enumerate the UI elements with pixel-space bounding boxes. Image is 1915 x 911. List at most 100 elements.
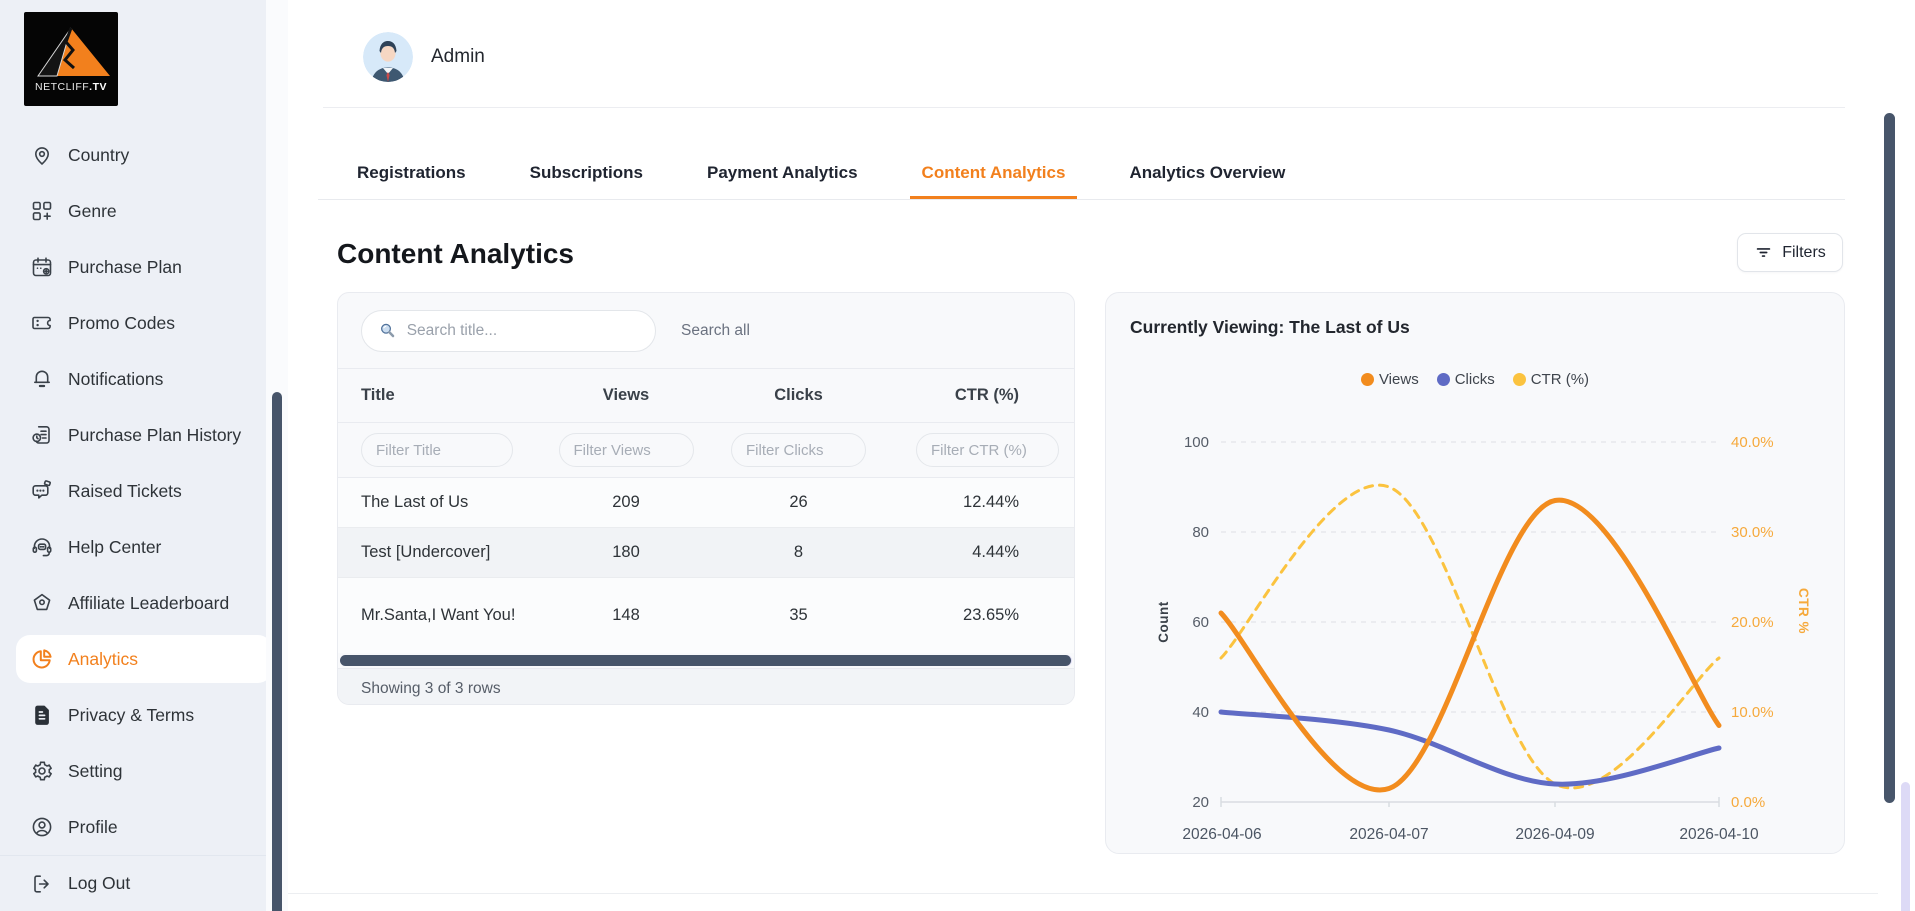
map-pin-icon xyxy=(30,143,54,167)
right-axis-tick: 20.0% xyxy=(1731,614,1774,631)
sidebar-item-label: Purchase Plan xyxy=(68,257,182,278)
sidebar-item-label: Log Out xyxy=(68,873,130,894)
sidebar-item-raised-tickets[interactable]: Raised Tickets xyxy=(0,463,288,519)
x-axis-label: 2026-04-07 xyxy=(1349,826,1428,843)
cell-clicks: 26 xyxy=(706,493,891,512)
column-header-title: Title xyxy=(361,386,546,405)
cell-views: 180 xyxy=(546,543,706,562)
row-count-status: Showing 3 of 3 rows xyxy=(361,680,501,698)
left-axis-tick: 80 xyxy=(1192,524,1209,541)
dual-axis-line-chart: 20 40 60 80 100 0.0% 10.0% 20.0% 30.0% 4… xyxy=(1106,293,1845,854)
sidebar-item-label: Purchase Plan History xyxy=(68,425,241,446)
right-axis-tick: 0.0% xyxy=(1731,794,1765,811)
sidebar-item-profile[interactable]: Profile xyxy=(0,799,288,855)
app-root: NETCLIFF.TV Country Genre Purchase Plan … xyxy=(0,0,1915,911)
right-axis-tick: 40.0% xyxy=(1731,434,1774,451)
filter-views-input[interactable] xyxy=(559,433,694,467)
sidebar-item-country[interactable]: Country xyxy=(0,127,288,183)
tab-registrations[interactable]: Registrations xyxy=(345,150,478,199)
search-pill xyxy=(361,310,656,352)
profile-icon xyxy=(30,815,54,839)
cell-clicks: 35 xyxy=(706,606,891,625)
sidebar-item-analytics[interactable]: Analytics xyxy=(16,635,272,683)
sidebar-item-help-center[interactable]: Help Center xyxy=(0,519,288,575)
table-horizontal-scrollbar-track xyxy=(340,655,1072,666)
svg-text:NETCLIFF.TV: NETCLIFF.TV xyxy=(35,81,107,93)
table-row[interactable]: Test [Undercover] 180 8 4.44% xyxy=(338,528,1074,578)
sidebar-item-label: Help Center xyxy=(68,537,161,558)
sidebar-item-label: Notifications xyxy=(68,369,163,390)
sidebar-item-notifications[interactable]: Notifications xyxy=(0,351,288,407)
right-axis-tick: 30.0% xyxy=(1731,524,1774,541)
header-divider xyxy=(323,107,1845,108)
cell-ctr: 4.44% xyxy=(891,543,1019,562)
column-header-views: Views xyxy=(546,386,706,405)
sidebar-item-setting[interactable]: Setting xyxy=(0,743,288,799)
sidebar-menu: Country Genre Purchase Plan Promo Codes … xyxy=(0,127,288,911)
filter-title-input[interactable] xyxy=(361,433,513,467)
right-axis-title: CTR % xyxy=(1796,588,1811,634)
x-axis-label: 2026-04-09 xyxy=(1515,826,1594,843)
filter-icon xyxy=(1754,243,1773,262)
sidebar-item-purchase-plan-history[interactable]: Purchase Plan History xyxy=(0,407,288,463)
right-axis-tick: 10.0% xyxy=(1731,704,1774,721)
admin-profile-chip[interactable]: Admin xyxy=(363,32,485,82)
window-vertical-scrollbar[interactable] xyxy=(1901,782,1910,911)
sidebar-item-privacy-terms[interactable]: Privacy & Terms xyxy=(0,687,288,743)
sidebar-item-label: Setting xyxy=(68,761,122,782)
search-input[interactable] xyxy=(407,322,641,340)
table-horizontal-scrollbar[interactable] xyxy=(340,655,1071,666)
sidebar-item-label: Affiliate Leaderboard xyxy=(68,593,229,614)
brand-tld: .TV xyxy=(89,81,107,93)
leaderboard-icon xyxy=(30,591,54,615)
netcliff-logo: NETCLIFF.TV xyxy=(24,12,118,106)
cell-views: 148 xyxy=(546,606,706,625)
cell-title: The Last of Us xyxy=(361,491,546,513)
cell-ctr: 23.65% xyxy=(891,606,1019,625)
admin-name: Admin xyxy=(431,46,485,68)
x-axis-label: 2026-04-06 xyxy=(1182,826,1261,843)
filters-button[interactable]: Filters xyxy=(1737,233,1843,272)
tab-payment-analytics[interactable]: Payment Analytics xyxy=(695,150,870,199)
sidebar-item-affiliate-leaderboard[interactable]: Affiliate Leaderboard xyxy=(0,575,288,631)
sidebar-item-log-out[interactable]: Log Out xyxy=(0,855,288,911)
main-vertical-scrollbar[interactable] xyxy=(1884,113,1895,803)
mountain-logo-icon: NETCLIFF.TV xyxy=(24,12,118,106)
filter-clicks-input[interactable] xyxy=(731,433,866,467)
table-row[interactable]: The Last of Us 209 26 12.44% xyxy=(338,478,1074,528)
search-all-toggle[interactable]: Search all xyxy=(681,322,750,340)
avatar xyxy=(363,32,413,82)
sidebar-item-label: Profile xyxy=(68,817,118,838)
left-axis-tick: 100 xyxy=(1184,434,1209,451)
sidebar-item-genre[interactable]: Genre xyxy=(0,183,288,239)
left-axis-tick: 20 xyxy=(1192,794,1209,811)
sidebar: NETCLIFF.TV Country Genre Purchase Plan … xyxy=(0,0,288,911)
sidebar-item-purchase-plan[interactable]: Purchase Plan xyxy=(0,239,288,295)
logout-icon xyxy=(30,872,54,896)
sidebar-item-label: Country xyxy=(68,145,129,166)
content-analytics-table-card: Search all Title Views Clicks CTR (%) Th… xyxy=(337,292,1075,705)
sidebar-item-label: Promo Codes xyxy=(68,313,175,334)
tab-subscriptions[interactable]: Subscriptions xyxy=(518,150,655,199)
table-row[interactable]: Mr.Santa,I Want You! 148 35 23.65% xyxy=(338,578,1074,653)
cell-views: 209 xyxy=(546,493,706,512)
sidebar-item-label: Privacy & Terms xyxy=(68,705,194,726)
document-history-icon xyxy=(30,423,54,447)
table-filter-row xyxy=(338,423,1074,478)
ctr-line xyxy=(1221,485,1719,788)
headset-icon xyxy=(30,535,54,559)
sidebar-item-promo-codes[interactable]: Promo Codes xyxy=(0,295,288,351)
content-bottom-divider xyxy=(288,893,1878,894)
x-axis-label: 2026-04-10 xyxy=(1679,826,1759,843)
sidebar-scrollbar[interactable] xyxy=(272,392,282,911)
tab-analytics-overview[interactable]: Analytics Overview xyxy=(1117,150,1297,199)
search-icon xyxy=(378,320,397,341)
pie-chart-icon xyxy=(30,647,54,671)
sidebar-item-label: Genre xyxy=(68,201,117,222)
table-search-row: Search all xyxy=(338,293,1074,369)
filters-label: Filters xyxy=(1782,244,1826,262)
cell-clicks: 8 xyxy=(706,543,891,562)
views-line xyxy=(1221,500,1719,790)
tab-content-analytics[interactable]: Content Analytics xyxy=(910,150,1078,199)
filter-ctr-input[interactable] xyxy=(916,433,1059,467)
